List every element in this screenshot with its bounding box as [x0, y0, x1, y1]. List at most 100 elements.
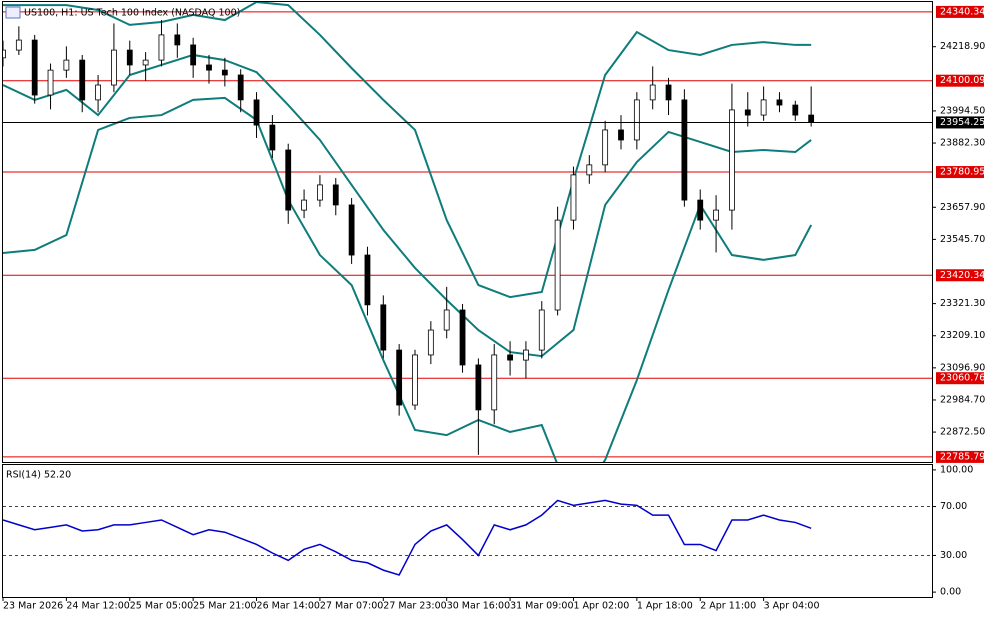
x-tick-label: 31 Mar 09:00: [510, 601, 573, 612]
candle-body: [15, 39, 22, 51]
candle-body: [808, 114, 815, 123]
candle-body: [332, 184, 339, 206]
chart-title: US100, H1: US Tech 100 Index (NASDAQ 100…: [24, 8, 240, 19]
candle-body: [3, 49, 6, 59]
candle-body: [491, 354, 498, 411]
candle-body: [427, 329, 434, 356]
price-level-box: [936, 166, 984, 179]
candle-body: [348, 204, 355, 256]
x-tick-label: 26 Mar 14:00: [257, 601, 320, 612]
candle-body: [602, 129, 609, 166]
x-tick-label: 25 Mar 21:00: [193, 601, 256, 612]
y-tick-label: 23657.90: [940, 202, 985, 213]
candle-body: [713, 209, 719, 221]
y-tick-label: 23882.30: [940, 138, 985, 149]
candle-body: [665, 84, 672, 101]
x-tick-label: 27 Mar 23:00: [383, 601, 446, 612]
y-tick-label: 23209.10: [940, 330, 985, 341]
rsi-plot: [3, 499, 932, 576]
candle-body: [269, 124, 276, 151]
candle-body: [570, 174, 577, 221]
candle-body: [190, 44, 197, 66]
y-tick-label: 24218.90: [940, 41, 985, 52]
price-level-label: 23420.34: [940, 270, 985, 281]
candle-body: [285, 149, 292, 211]
candle-body: [31, 39, 38, 96]
price-level-box: [936, 5, 984, 18]
candle-body: [507, 354, 513, 361]
x-tick-label: 23 Mar 2026: [3, 601, 63, 612]
candle-body: [776, 99, 783, 106]
x-tick-label: 25 Mar 05:00: [130, 601, 193, 612]
candle-body: [221, 69, 228, 76]
candle-body: [729, 109, 735, 211]
x-tick-label: 30 Mar 16:00: [447, 601, 510, 612]
price-level-label: 22785.79: [940, 451, 985, 462]
rsi-title: RSI(14) 52.20: [6, 470, 71, 481]
x-tick-label: 2 Apr 11:00: [700, 601, 756, 612]
candle-body: [554, 219, 561, 311]
x-tick-label: 27 Mar 07:00: [320, 601, 383, 612]
candle-body: [364, 254, 371, 306]
main-plot: [3, 2, 932, 462]
candle-body: [253, 99, 260, 126]
y-tick-label: 22872.50: [940, 427, 985, 438]
candle-body: [95, 84, 101, 101]
rsi-line: [3, 499, 812, 576]
candle-body: [475, 364, 482, 411]
candle-body: [47, 69, 54, 96]
candle-body: [158, 34, 165, 61]
candle-body: [142, 59, 149, 66]
x-tick-label: 3 Apr 04:00: [764, 601, 820, 612]
candle-body: [237, 74, 244, 101]
candle-body: [744, 109, 751, 116]
candle-body: [633, 99, 640, 141]
main-frame: [2, 1, 933, 463]
last-price-box: [936, 116, 984, 129]
rsi-y-tick-label: 30.00: [940, 550, 967, 561]
price-level-label: 23060.76: [940, 373, 985, 384]
price-level-box: [936, 450, 984, 463]
candle-body: [792, 104, 799, 116]
candle-body: [63, 59, 70, 71]
price-level-box: [936, 372, 984, 385]
y-tick-label: 23545.70: [940, 234, 985, 245]
candle-body: [412, 354, 418, 406]
axes: 24218.90 23994.50 23882.30 23657.90 23545.70…: [2, 5, 985, 612]
candle-body: [681, 99, 688, 201]
candle-body: [174, 34, 181, 46]
candle-body: [523, 349, 529, 361]
price-level-box: [936, 74, 984, 87]
price-level-label: 23780.95: [940, 167, 985, 178]
y-tick-label: 23096.90: [940, 362, 985, 373]
bollinger-lower: [3, 96, 813, 462]
candle-body: [760, 99, 767, 116]
y-tick-label: 23994.50: [940, 105, 985, 116]
candle-body: [649, 84, 656, 101]
candle-body: [618, 129, 624, 141]
bollinger-middle: [3, 53, 812, 358]
x-tick-label: 1 Apr 18:00: [637, 601, 693, 612]
candle-body: [380, 304, 387, 351]
rsi-y-tick-label: 100.00: [940, 464, 973, 475]
candle-body: [538, 309, 545, 351]
candle-body: [697, 199, 704, 221]
candle-body: [111, 49, 117, 86]
last-price-label: 23954.25: [940, 117, 985, 128]
candle-body: [459, 309, 466, 366]
rsi-y-tick-label: 70.00: [940, 501, 967, 512]
price-level-label: 24340.34: [940, 6, 985, 17]
candle-body: [317, 184, 323, 201]
y-tick-label: 22984.70: [940, 394, 985, 405]
candle-body: [126, 49, 133, 66]
candle-body: [443, 309, 450, 331]
y-tick-label: 23321.30: [940, 298, 985, 309]
candle-body: [206, 64, 212, 71]
price-level-label: 24100.09: [940, 75, 985, 86]
candle-body: [301, 199, 307, 211]
bollinger-upper: [3, 2, 812, 299]
candle-body: [586, 164, 593, 176]
symbol-icon: [5, 6, 21, 19]
